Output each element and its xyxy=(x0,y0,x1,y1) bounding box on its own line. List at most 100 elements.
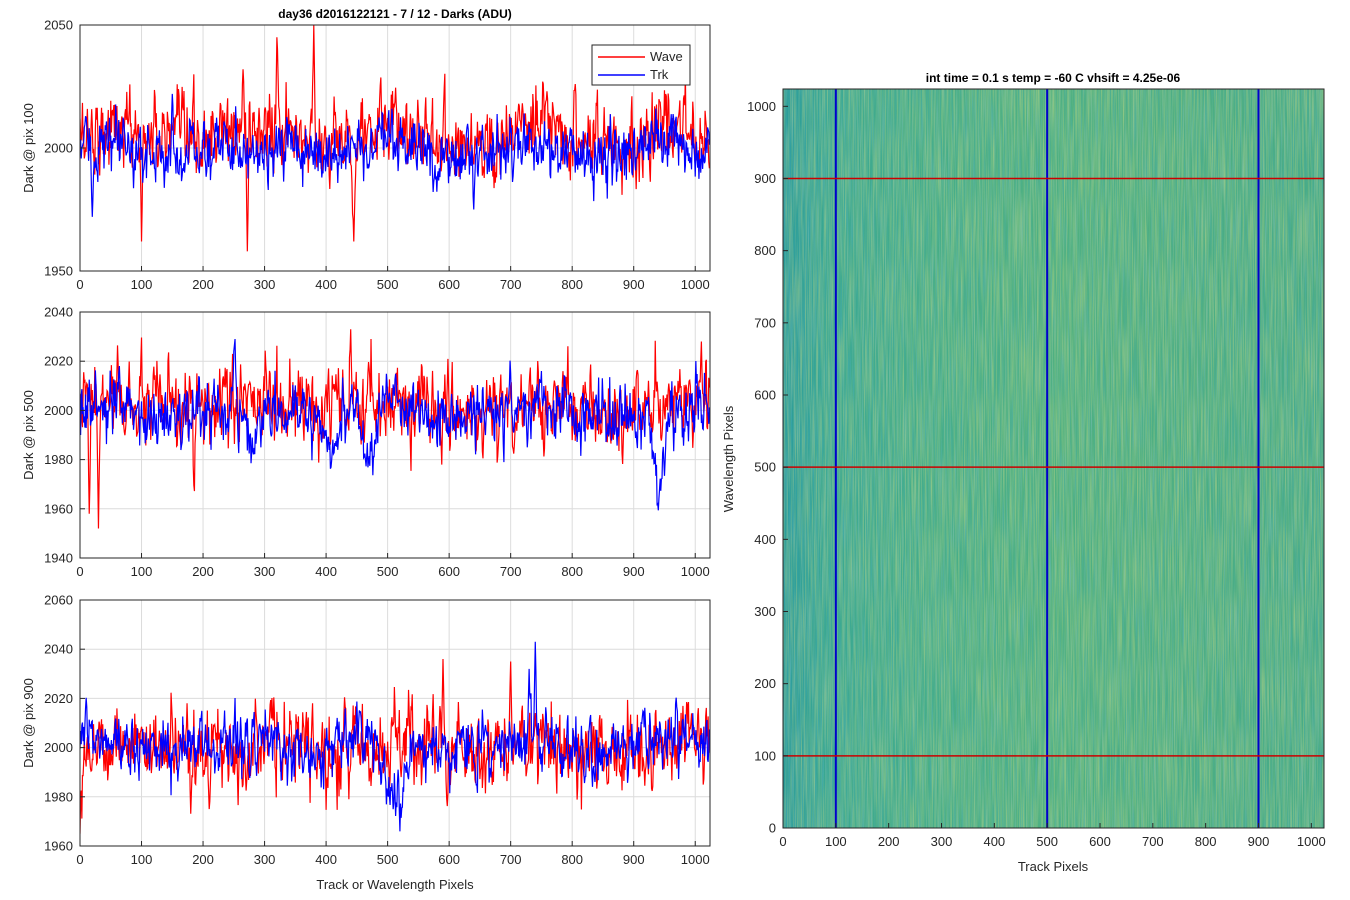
y-tick-label: 0 xyxy=(769,821,776,836)
x-tick-label: 800 xyxy=(561,277,583,292)
x-tick-label: 800 xyxy=(561,564,583,579)
x-tick-label: 1000 xyxy=(681,852,710,867)
legend-label-wave: Wave xyxy=(650,49,683,64)
tick-labels: 0 100 200 300 400 500 600 700 800 900 1000 1960 1980… xyxy=(44,593,710,868)
x-tick-label: 600 xyxy=(438,852,460,867)
x-tick-label: 400 xyxy=(315,564,337,579)
x-tick-label: 200 xyxy=(192,564,214,579)
x-tick-label: 1000 xyxy=(681,277,710,292)
y-tick-label: 2040 xyxy=(44,642,73,657)
y-axis-label: Dark @ pix 100 xyxy=(21,103,36,193)
x-tick-label: 700 xyxy=(500,564,522,579)
y-tick-label: 600 xyxy=(754,387,776,402)
series-lines xyxy=(80,25,710,252)
chart-title: day36 d2016122121 - 7 / 12 - Darks (ADU) xyxy=(278,7,511,21)
y-tick-label: 200 xyxy=(754,676,776,691)
x-tick-label: 100 xyxy=(131,277,153,292)
x-tick-label: 0 xyxy=(76,564,83,579)
x-tick-label: 400 xyxy=(315,277,337,292)
x-tick-label: 700 xyxy=(500,277,522,292)
x-tick-label: 500 xyxy=(377,277,399,292)
tick-labels: 0 100 200 300 400 500 600 700 800 900 1000 1940 1960… xyxy=(44,305,710,580)
y-tick-label: 2050 xyxy=(44,18,73,33)
marker-lines xyxy=(783,89,1324,828)
x-tick-label: 400 xyxy=(983,834,1005,849)
tick-labels: 0 100 200 300 400 500 600 700 800 900 1000 0 100 200 3… xyxy=(747,99,1326,849)
x-tick-label: 900 xyxy=(623,564,645,579)
x-tick-label: 100 xyxy=(131,564,153,579)
y-tick-label: 100 xyxy=(754,748,776,763)
x-tick-label: 600 xyxy=(438,564,460,579)
x-tick-label: 900 xyxy=(623,852,645,867)
y-tick-label: 1980 xyxy=(44,452,73,467)
x-tick-label: 0 xyxy=(779,834,786,849)
x-tick-label: 1000 xyxy=(681,564,710,579)
x-tick-label: 400 xyxy=(315,852,337,867)
y-axis-label: Wavelength Pixels xyxy=(721,405,736,512)
legend: Wave Trk xyxy=(591,44,691,86)
x-tick-label: 700 xyxy=(1142,834,1164,849)
x-tick-label: 800 xyxy=(1195,834,1217,849)
y-tick-label: 800 xyxy=(754,243,776,258)
y-tick-label: 1980 xyxy=(44,789,73,804)
legend-box xyxy=(591,44,691,86)
y-tick-label: 500 xyxy=(754,460,776,475)
y-tick-label: 300 xyxy=(754,604,776,619)
x-tick-label: 0 xyxy=(76,852,83,867)
x-tick-label: 600 xyxy=(438,277,460,292)
x-tick-label: 900 xyxy=(1248,834,1270,849)
series-line-wave xyxy=(80,25,710,252)
y-tick-label: 1940 xyxy=(44,551,73,566)
x-tick-label: 200 xyxy=(878,834,900,849)
x-tick-label: 200 xyxy=(192,852,214,867)
y-tick-label: 2020 xyxy=(44,691,73,706)
heatmap-chart: 0 100 200 300 400 500 600 700 800 900 1000 0 100 200 3… xyxy=(721,71,1326,874)
y-tick-label: 700 xyxy=(754,315,776,330)
y-tick-label: 2020 xyxy=(44,354,73,369)
y-axis-label: Dark @ pix 500 xyxy=(21,390,36,480)
x-tick-label: 200 xyxy=(192,277,214,292)
x-tick-label: 500 xyxy=(377,564,399,579)
tick-labels: 0 100 200 300 400 500 600 700 800 900 1000 1950 2000… xyxy=(44,18,710,293)
y-axis-label: Dark @ pix 900 xyxy=(21,678,36,768)
y-tick-label: 400 xyxy=(754,532,776,547)
axes-box xyxy=(79,599,711,847)
x-tick-label: 1000 xyxy=(1297,834,1326,849)
line-chart-pix900: 0 100 200 300 400 500 600 700 800 900 1000 1960 1980… xyxy=(21,593,711,892)
x-tick-label: 300 xyxy=(931,834,953,849)
y-tick-label: 1960 xyxy=(44,839,73,854)
x-tick-label: 900 xyxy=(623,277,645,292)
y-tick-label: 2000 xyxy=(44,740,73,755)
x-tick-label: 300 xyxy=(254,564,276,579)
series-line-trk xyxy=(80,93,710,217)
plot-area xyxy=(80,312,710,558)
y-tick-label: 1000 xyxy=(747,99,776,114)
y-tick-label: 2040 xyxy=(44,305,73,320)
x-tick-label: 700 xyxy=(500,852,522,867)
line-chart-pix500: 0 100 200 300 400 500 600 700 800 900 1000 1940 1960… xyxy=(21,305,711,580)
x-axis-label: Track or Wavelength Pixels xyxy=(316,877,474,892)
series-lines xyxy=(80,329,710,529)
x-tick-label: 100 xyxy=(825,834,847,849)
axes-box xyxy=(79,311,711,559)
heatmap-title: int time = 0.1 s temp = -60 C vhsift = 4… xyxy=(926,71,1181,85)
series-line-trk xyxy=(80,641,710,832)
x-axis-label: Track Pixels xyxy=(1018,859,1089,874)
series-line-trk xyxy=(80,338,710,511)
y-tick-label: 1960 xyxy=(44,501,73,516)
y-tick-label: 2060 xyxy=(44,593,73,608)
y-tick-label: 900 xyxy=(754,171,776,186)
series-lines xyxy=(80,641,710,834)
x-tick-label: 500 xyxy=(377,852,399,867)
x-tick-label: 600 xyxy=(1089,834,1111,849)
axes-box xyxy=(782,88,1325,829)
x-tick-label: 300 xyxy=(254,277,276,292)
heatmap-image xyxy=(783,89,1324,828)
x-tick-label: 500 xyxy=(1036,834,1058,849)
line-chart-pix100: 0 100 200 300 400 500 600 700 800 900 1000 1950 2000… xyxy=(21,7,711,293)
x-tick-label: 800 xyxy=(561,852,583,867)
y-tick-label: 2000 xyxy=(44,141,73,156)
x-tick-label: 300 xyxy=(254,852,276,867)
y-tick-label: 2000 xyxy=(44,403,73,418)
